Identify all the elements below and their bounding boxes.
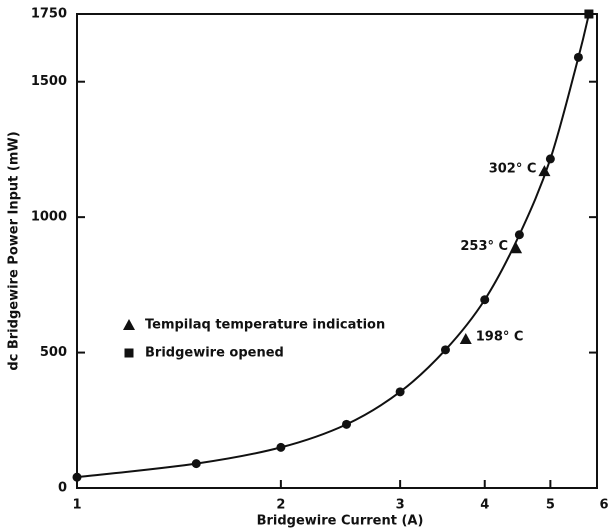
x-tick-label: 1 xyxy=(72,498,81,513)
circle-point xyxy=(514,230,524,240)
circle-point xyxy=(480,295,490,305)
square-point xyxy=(584,9,594,19)
x-tick-label: 3 xyxy=(396,498,405,513)
y-tick-label: 0 xyxy=(58,481,67,496)
triangle-point xyxy=(510,242,523,254)
point-annotation: 198° C xyxy=(476,330,524,345)
circle-point xyxy=(72,472,82,482)
x-axis-label: Bridgewire Current (A) xyxy=(257,514,424,529)
legend-label: Bridgewire opened xyxy=(145,346,284,361)
x-tick-label: 4 xyxy=(480,498,489,513)
circle-point xyxy=(395,387,405,397)
legend-label: Tempilaq temperature indication xyxy=(145,318,385,333)
y-tick-label: 1750 xyxy=(31,7,67,22)
circle-point xyxy=(191,459,201,469)
point-annotation: 253° C xyxy=(460,239,508,254)
fit-curve xyxy=(76,13,590,479)
y-tick-label: 500 xyxy=(40,345,67,360)
y-axis-label: dc Bridgewire Power Input (mW) xyxy=(7,131,22,370)
point-annotation: 302° C xyxy=(489,162,537,177)
x-tick-label: 2 xyxy=(276,498,285,513)
plot-frame xyxy=(76,13,598,489)
triangle-point xyxy=(538,165,551,177)
legend-marker xyxy=(123,319,135,330)
legend-marker xyxy=(124,348,134,358)
circle-point xyxy=(545,154,555,164)
x-tick-label: 5 xyxy=(546,498,555,513)
circle-point xyxy=(573,52,583,62)
circle-point xyxy=(276,442,286,452)
circle-point xyxy=(342,419,352,429)
triangle-point xyxy=(459,333,472,345)
y-tick-label: 1000 xyxy=(31,210,67,225)
circle-point xyxy=(440,345,450,355)
y-tick-label: 1500 xyxy=(31,74,67,89)
x-tick-label: 6 xyxy=(599,498,608,513)
